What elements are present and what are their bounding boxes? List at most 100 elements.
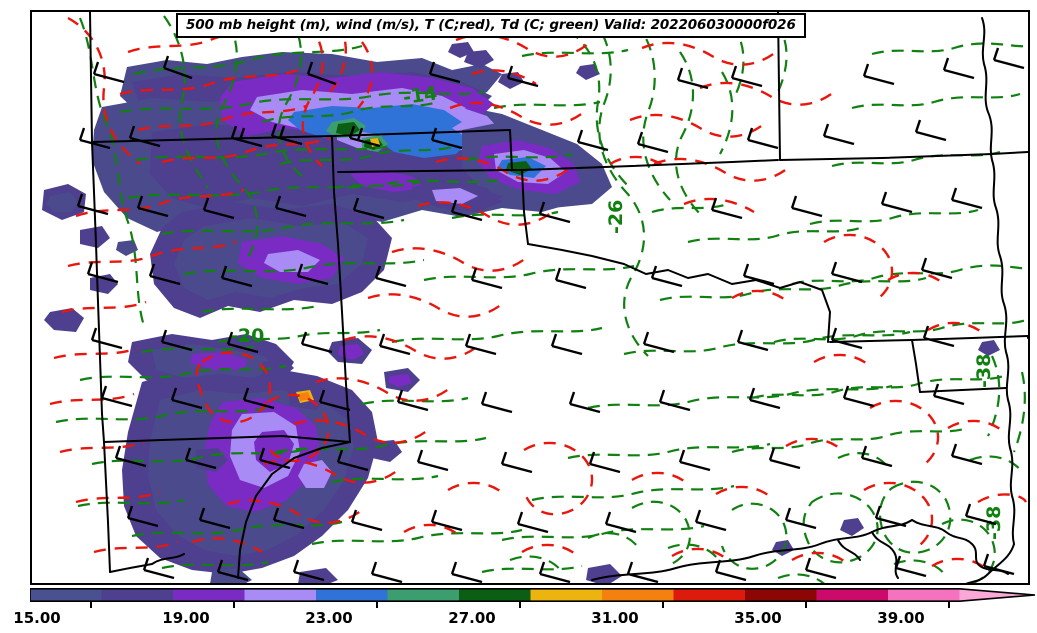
colorbar-tick-label: 31.00 [591, 609, 639, 627]
colorbar-tickmark [948, 602, 950, 608]
contour-label-td-minus38-north: -38 [973, 354, 995, 388]
colorbar-tickmark [662, 602, 664, 608]
wind-barb [768, 447, 801, 470]
wind-barb [450, 561, 483, 583]
wind-barb [136, 195, 169, 218]
wind-barb [306, 61, 337, 86]
colorbar-tick-label: 39.00 [877, 609, 925, 627]
wind-barb [500, 451, 533, 474]
wind-barb [554, 267, 587, 290]
wind-barb [100, 385, 133, 408]
wind-barb [860, 445, 893, 468]
wind-barb [922, 325, 955, 348]
wind-barb [198, 507, 231, 530]
wind-barb [568, 391, 601, 414]
wind-barb [950, 443, 983, 466]
wind-barb [506, 65, 539, 88]
wind-barb [378, 333, 411, 356]
colorbar [30, 588, 1036, 602]
colorbar-swatches [30, 588, 1035, 602]
wind-barb [258, 447, 291, 470]
contour-label-td-minus14: -14 [402, 82, 439, 109]
wind-barb [830, 261, 863, 284]
colorbar-ticks: 15.00 19.00 23.00 27.00 31.00 35.00 39.0… [0, 602, 1037, 633]
wind-barb [370, 561, 403, 583]
wind-barb [880, 191, 913, 214]
wind-barb [604, 511, 637, 534]
wind-barb [416, 449, 449, 472]
wind-barb [184, 447, 217, 470]
wind-barb [636, 131, 669, 154]
contour-label-td-minus26: -26 [605, 200, 627, 234]
wind-barb [736, 329, 769, 352]
wind-barb [220, 265, 253, 288]
wind-barb [626, 561, 659, 583]
wind-barb [942, 57, 975, 80]
colorbar-tickmark [805, 602, 807, 608]
wind-barb [300, 331, 333, 354]
wind-barb [874, 505, 907, 528]
wind-barb [676, 67, 709, 90]
wind-barb [714, 559, 747, 582]
wind-barb [538, 201, 571, 224]
colorbar-tickmark [233, 602, 235, 608]
wind-barb [576, 129, 609, 152]
wind-barb [352, 197, 385, 220]
wind-barb [746, 127, 779, 150]
wind-barbs [76, 47, 1025, 583]
wind-barb [950, 187, 983, 210]
wind-barb [516, 511, 549, 534]
wind-barb [550, 333, 583, 356]
wind-barb [78, 127, 111, 150]
political-boundaries [89, 12, 1028, 583]
wind-barb [430, 127, 463, 150]
colorbar-tick-label: 27.00 [448, 609, 496, 627]
wind-barb [678, 449, 711, 472]
wind-barb [350, 509, 383, 532]
wind-barb [914, 119, 947, 142]
colorbar-tickmark [90, 602, 92, 608]
wind-barb [160, 329, 193, 352]
wind-barb [842, 385, 875, 408]
wind-speed-shading [42, 42, 1000, 583]
wind-barb [742, 263, 775, 286]
wind-barb [588, 451, 621, 474]
wind-barb [162, 55, 193, 80]
wind-barb [790, 195, 823, 218]
wind-barb [470, 267, 503, 290]
colorbar-extend-arrow [959, 588, 1035, 602]
wind-barb [894, 555, 927, 578]
wind-barb [202, 197, 235, 220]
wind-barb [992, 47, 1025, 70]
colorbar-tickmark [519, 602, 521, 608]
map-canvas: -14 -20 -26 -38 -38 [42, 12, 1028, 583]
wind-barb [128, 125, 161, 148]
wind-barb [480, 391, 513, 414]
wind-barb [650, 265, 683, 288]
colorbar-tick-label: 19.00 [162, 609, 210, 627]
wind-barb [270, 123, 303, 146]
wind-barb [226, 331, 259, 354]
colorbar-gradient [30, 588, 1036, 602]
contour-label-td-minus20: -20 [230, 325, 264, 347]
wind-barb [804, 557, 837, 580]
wind-barb [430, 509, 463, 532]
wind-barb [296, 263, 329, 286]
wind-barb [658, 389, 691, 412]
wind-barb [272, 507, 305, 530]
colorbar-tick-label: 35.00 [734, 609, 782, 627]
colorbar-tick-label: 23.00 [305, 609, 353, 627]
wind-barb [274, 195, 307, 218]
wind-barb [822, 123, 855, 146]
wind-barb [982, 553, 1015, 576]
colorbar-outline [30, 588, 1036, 602]
map-plot-area: -14 -20 -26 -38 -38 [30, 10, 1030, 585]
wind-barb [92, 61, 125, 84]
wind-barb [242, 387, 275, 410]
wind-barb [336, 449, 369, 472]
wind-barb [450, 199, 483, 222]
colorbar-tick-label: 15.00 [13, 609, 61, 627]
wind-barb [694, 509, 727, 532]
colorbar-tickmark [376, 602, 378, 608]
wind-barb [710, 197, 743, 220]
